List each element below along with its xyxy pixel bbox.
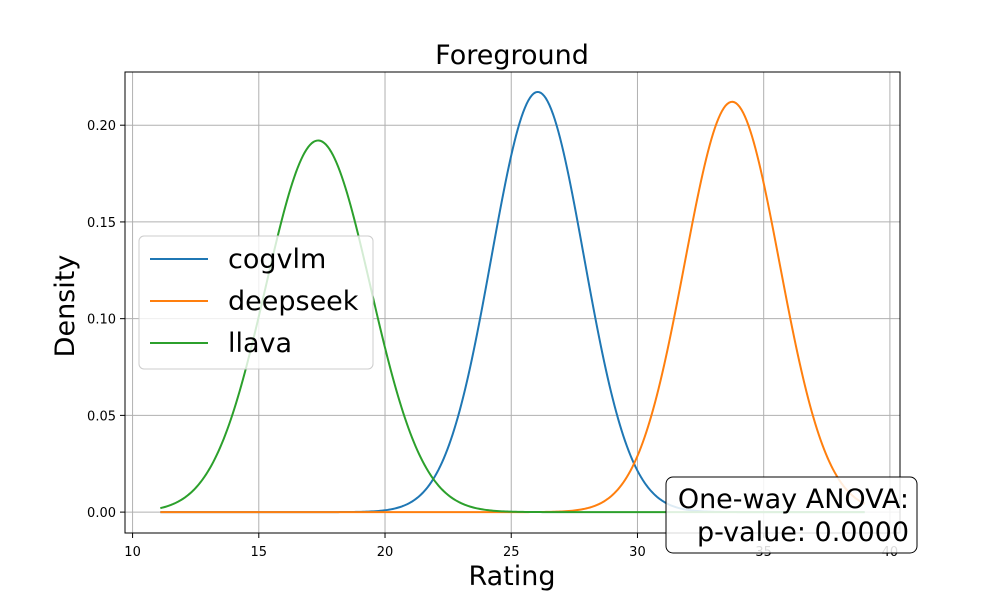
annotation-box — [665, 476, 918, 554]
y-tick-label: 0.15 — [87, 216, 116, 231]
annotation-line-2: p-value: 0.0000 — [697, 517, 909, 548]
y-tick-label: 0.20 — [87, 119, 116, 134]
legend-label-cogvlm: cogvlm — [228, 244, 326, 275]
legend-frame — [138, 235, 374, 370]
x-tick-label: 15 — [251, 545, 268, 560]
y-tick-label: 0.10 — [87, 313, 116, 328]
plot-area-frame — [124, 71, 901, 534]
chart-title: Foreground — [435, 40, 589, 71]
x-tick-label: 20 — [377, 545, 394, 560]
y-axis-label: Density — [50, 255, 81, 358]
x-axis-label: Rating — [468, 561, 555, 592]
x-tick-label: 10 — [124, 545, 141, 560]
annotation-line-1: One-way ANOVA: — [678, 484, 909, 515]
x-axis: 10152025303540 — [124, 533, 898, 560]
y-axis: 0.00 0.05 0.10 0.15 0.20 — [87, 119, 125, 521]
legend-label-deepseek: deepseek — [228, 286, 359, 317]
anova-annotation: One-way ANOVA: p-value: 0.0000 — [665, 476, 918, 554]
legend-label-llava: llava — [228, 328, 292, 359]
y-tick-label: 0.00 — [87, 506, 116, 521]
x-tick-label: 30 — [629, 545, 646, 560]
x-tick-label: 25 — [503, 545, 520, 560]
y-tick-label: 0.05 — [87, 409, 116, 424]
legend: cogvlm deepseek llava — [138, 235, 374, 370]
